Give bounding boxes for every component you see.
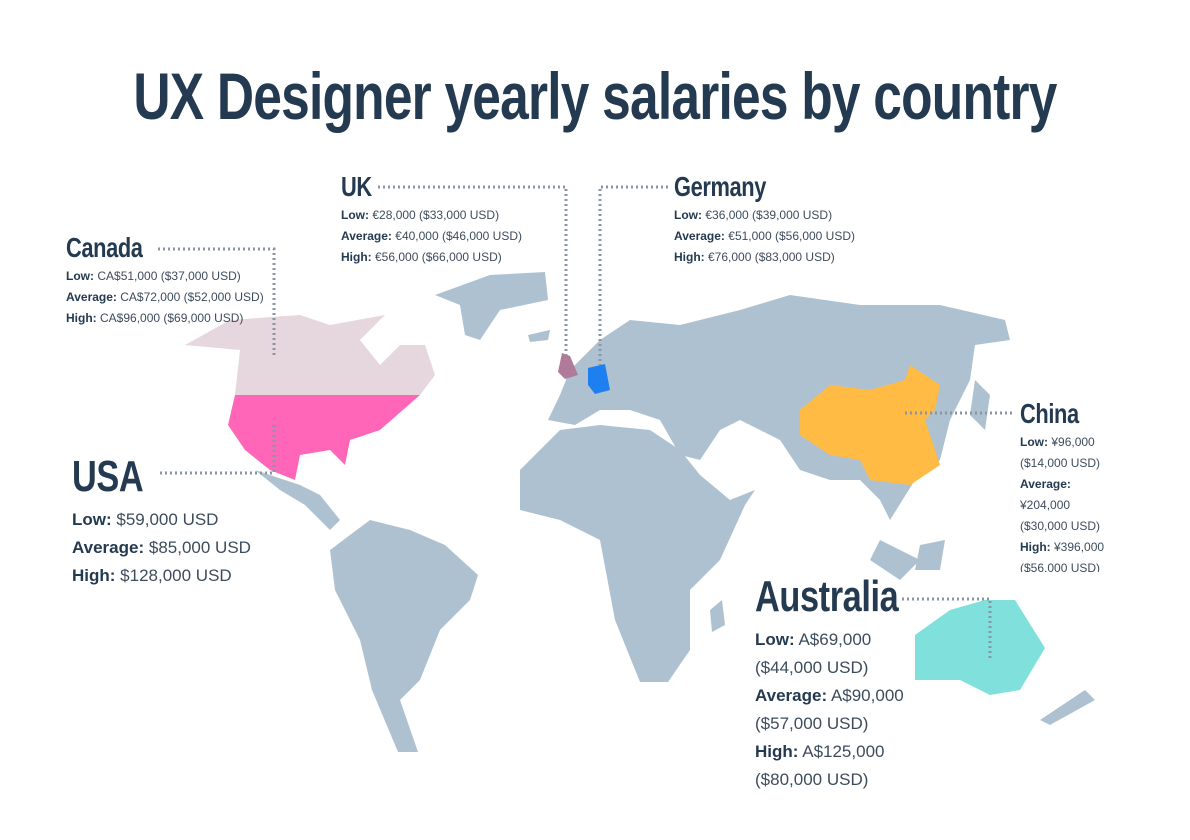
salary-value: $85,000 USD — [148, 538, 251, 557]
salary-value: ¥396,000 ($56,000 USD) — [1020, 540, 1105, 572]
uk-shape — [558, 353, 578, 379]
germany-shape — [588, 364, 610, 394]
salary-label: Low: — [674, 208, 702, 222]
country-block: Australia Low: A$69,000 ($44,000 USD) Aver… — [755, 572, 915, 794]
salary-line: Average: CA$72,000 ($52,000 USD) — [66, 287, 264, 308]
country-name: USA — [72, 452, 144, 501]
salary-value: €36,000 ($39,000 USD) — [705, 208, 833, 222]
salary-line: Low: $59,000 USD — [72, 506, 251, 534]
salary-line: Low: €28,000 ($33,000 USD) — [341, 205, 522, 226]
country-block: Canada Low: CA$51,000 ($37,000 USD) Averag… — [66, 232, 264, 329]
salary-label: High: — [72, 566, 116, 585]
salary-label: Low: — [1020, 435, 1048, 449]
salary-label: High: — [341, 250, 372, 264]
salary-line: High: CA$96,000 ($69,000 USD) — [66, 308, 264, 329]
salary-line: Average: ¥204,000 ($30,000 USD) — [1020, 474, 1115, 537]
salary-line: Average: $85,000 USD — [72, 534, 251, 562]
china-shape — [800, 365, 940, 485]
salary-label: Average: — [674, 229, 725, 243]
salary-value: CA$51,000 ($37,000 USD) — [97, 269, 241, 283]
country-block: China Low: ¥96,000 ($14,000 USD) Average: … — [1020, 398, 1115, 572]
salary-label: Low: — [341, 208, 369, 222]
country-name: China — [1020, 398, 1079, 429]
australia-shape — [915, 600, 1045, 695]
salary-value: A$90,000 ($57,000 USD) — [755, 686, 904, 733]
salary-value: A$125,000 ($80,000 USD) — [755, 742, 885, 789]
salary-line: Low: A$69,000 ($44,000 USD) — [755, 626, 915, 682]
salary-label: Average: — [72, 538, 145, 557]
salary-value: €76,000 ($83,000 USD) — [708, 250, 835, 264]
country-name: UK — [341, 171, 372, 202]
leader-lines — [158, 185, 1012, 660]
salary-value: $59,000 USD — [116, 510, 219, 529]
salary-line: Average: €40,000 ($46,000 USD) — [341, 226, 522, 247]
salary-label: Average: — [341, 229, 392, 243]
salary-line: High: €76,000 ($83,000 USD) — [674, 247, 855, 268]
salary-value: €51,000 ($56,000 USD) — [728, 229, 856, 243]
salary-value: ¥96,000 ($14,000 USD) — [1020, 435, 1101, 470]
country-block: UK Low: €28,000 ($33,000 USD) Average: €40… — [341, 171, 522, 268]
country-name: Australia — [755, 572, 899, 621]
salary-value: CA$72,000 ($52,000 USD) — [120, 290, 264, 304]
country-block: USA Low: $59,000 USD Average: $85,000 USD H… — [72, 452, 251, 590]
salary-label: High: — [755, 742, 799, 761]
salary-label: Low: — [72, 510, 112, 529]
salary-label: High: — [674, 250, 705, 264]
salary-value: $128,000 USD — [120, 566, 232, 585]
title: UX Designer yearly salaries by country — [133, 59, 1057, 133]
salary-line: High: ¥396,000 ($56,000 USD) — [1020, 537, 1115, 572]
salary-label: Low: — [66, 269, 94, 283]
salary-line: Low: CA$51,000 ($37,000 USD) — [66, 266, 264, 287]
canada-shape — [185, 315, 435, 395]
salary-line: Average: A$90,000 ($57,000 USD) — [755, 682, 915, 738]
salary-label: High: — [1020, 540, 1051, 554]
salary-label: High: — [66, 311, 97, 325]
salary-value: €28,000 ($33,000 USD) — [372, 208, 500, 222]
salary-value: CA$96,000 ($69,000 USD) — [100, 311, 244, 325]
salary-line: High: A$125,000 ($80,000 USD) — [755, 738, 915, 794]
salary-label: Average: — [755, 686, 828, 705]
usa-shape — [228, 395, 420, 480]
salary-label: Low: — [755, 630, 795, 649]
salary-value: €40,000 ($46,000 USD) — [395, 229, 523, 243]
country-name: Canada — [66, 232, 143, 263]
country-name: Germany — [674, 171, 766, 202]
salary-line: Low: €36,000 ($39,000 USD) — [674, 205, 855, 226]
salary-line: High: $128,000 USD — [72, 562, 251, 590]
salary-line: Average: €51,000 ($56,000 USD) — [674, 226, 855, 247]
salary-value: ¥204,000 ($30,000 USD) — [1020, 498, 1101, 533]
country-block: Germany Low: €36,000 ($39,000 USD) Average… — [674, 171, 855, 268]
salary-line: High: €56,000 ($66,000 USD) — [341, 247, 522, 268]
salary-line: Low: ¥96,000 ($14,000 USD) — [1020, 432, 1115, 474]
salary-label: Average: — [1020, 477, 1071, 491]
salary-value: €56,000 ($66,000 USD) — [375, 250, 502, 264]
salary-label: Average: — [66, 290, 117, 304]
salary-value: A$69,000 ($44,000 USD) — [755, 630, 872, 677]
